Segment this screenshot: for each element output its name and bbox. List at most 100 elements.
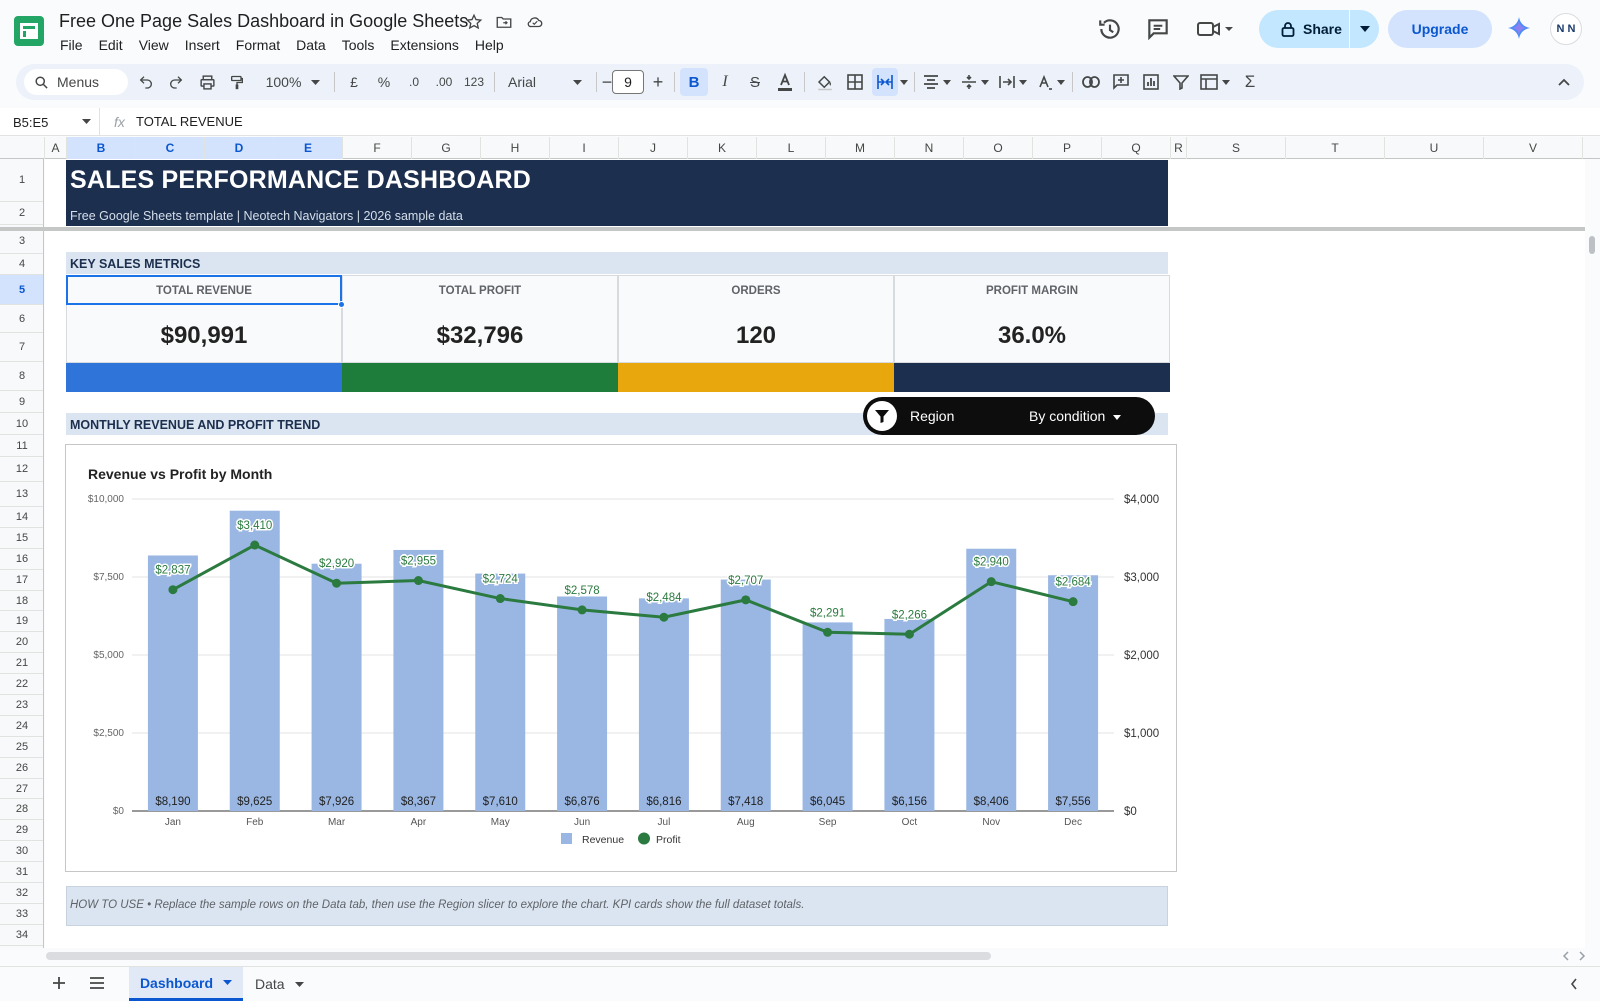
row-header-12[interactable]: 12 <box>0 457 43 482</box>
row-header-2[interactable]: 2 <box>0 202 43 225</box>
merge-cells-icon[interactable] <box>872 68 898 96</box>
column-header-m[interactable]: M <box>826 137 895 159</box>
bold-icon[interactable]: B <box>680 68 708 96</box>
row-header-17[interactable]: 17 <box>0 570 43 591</box>
column-header-g[interactable]: G <box>412 137 481 159</box>
column-header-v[interactable]: V <box>1484 137 1583 159</box>
column-header-h[interactable]: H <box>481 137 550 159</box>
row-header-5[interactable]: 5 <box>0 275 43 305</box>
collapse-toolbar-icon[interactable] <box>1552 64 1576 100</box>
search-menus-button[interactable]: Menus <box>24 69 128 95</box>
italic-icon[interactable]: I <box>722 73 728 90</box>
row-header-9[interactable]: 9 <box>0 391 43 413</box>
fill-color-icon[interactable] <box>812 64 838 100</box>
row-header-4[interactable]: 4 <box>0 254 43 275</box>
kpi-card-revenue[interactable]: TOTAL REVENUE $90,991 <box>66 275 342 363</box>
column-header-e[interactable]: E <box>274 137 343 159</box>
row-header-34[interactable]: 34 <box>0 925 43 946</box>
upgrade-button[interactable]: Upgrade <box>1388 10 1492 48</box>
font-size-input[interactable]: 9 <box>612 70 644 94</box>
sheet-tab-data[interactable]: Data <box>255 967 317 1001</box>
document-title[interactable]: Free One Page Sales Dashboard in Google … <box>59 11 469 31</box>
text-wrapping-icon[interactable] <box>996 64 1030 100</box>
row-header-25[interactable]: 25 <box>0 737 43 758</box>
row-header-24[interactable]: 24 <box>0 716 43 737</box>
row-header-10[interactable]: 10 <box>0 413 43 435</box>
horizontal-scrollbar[interactable] <box>46 952 991 960</box>
redo-icon[interactable] <box>164 64 188 100</box>
menu-file[interactable]: File <box>60 37 83 53</box>
menu-extensions[interactable]: Extensions <box>390 37 459 53</box>
slicer-condition-dropdown[interactable]: By condition <box>1029 408 1122 424</box>
version-history-icon[interactable] <box>1097 16 1123 42</box>
column-header-j[interactable]: J <box>619 137 688 159</box>
share-dropdown-icon[interactable] <box>1350 10 1379 48</box>
comments-icon[interactable] <box>1145 16 1171 42</box>
undo-icon[interactable] <box>134 64 158 100</box>
cell-selection-outline[interactable] <box>66 275 342 305</box>
kpi-card-orders[interactable]: ORDERS 120 <box>618 275 894 363</box>
filter-views-icon[interactable] <box>1198 64 1232 100</box>
text-color-icon[interactable] <box>772 64 798 100</box>
column-header-t[interactable]: T <box>1286 137 1385 159</box>
row-header-23[interactable]: 23 <box>0 695 43 716</box>
gemini-icon[interactable] <box>1507 16 1531 40</box>
row-header-27[interactable]: 27 <box>0 779 43 799</box>
kpi-card-margin[interactable]: PROFIT MARGIN 36.0% <box>894 275 1170 363</box>
zoom-select[interactable]: 100% <box>258 64 328 100</box>
column-header-l[interactable]: L <box>757 137 826 159</box>
name-box[interactable]: B5:E5 <box>0 108 100 136</box>
row-header-22[interactable]: 22 <box>0 674 43 695</box>
increase-font-size-icon[interactable]: + <box>652 71 664 92</box>
paint-format-icon[interactable] <box>224 64 250 100</box>
side-panel-collapse-icon[interactable] <box>1570 978 1578 990</box>
row-header-20[interactable]: 20 <box>0 632 43 653</box>
vertical-scrollbar[interactable] <box>1589 236 1595 254</box>
column-header-k[interactable]: K <box>688 137 757 159</box>
column-header-u[interactable]: U <box>1385 137 1484 159</box>
row-header-8[interactable]: 8 <box>0 362 43 391</box>
column-header-n[interactable]: N <box>895 137 964 159</box>
row-header-3[interactable]: 3 <box>0 229 43 254</box>
column-header-r[interactable]: R <box>1171 137 1187 159</box>
insert-link-icon[interactable] <box>1078 64 1104 100</box>
column-header-b[interactable]: B <box>67 137 136 159</box>
row-header-13[interactable]: 13 <box>0 482 43 507</box>
format-currency-button[interactable]: £ <box>350 74 358 90</box>
frozen-rows-divider[interactable] <box>0 227 1585 231</box>
all-sheets-icon[interactable] <box>89 977 105 989</box>
revenue-profit-chart[interactable]: Revenue vs Profit by Month $0 $2,500 $5,000… <box>65 444 1177 872</box>
more-formats-button[interactable]: 123 <box>463 75 485 89</box>
column-header-d[interactable]: D <box>205 137 274 159</box>
column-header-s[interactable]: S <box>1187 137 1286 159</box>
decrease-decimals-button[interactable]: .0 <box>400 64 428 100</box>
decrease-font-size-icon[interactable]: − <box>601 71 613 92</box>
row-header-14[interactable]: 14 <box>0 507 43 528</box>
borders-icon[interactable] <box>842 64 868 100</box>
menu-help[interactable]: Help <box>474 37 504 53</box>
format-percent-button[interactable]: % <box>377 74 391 90</box>
row-header-15[interactable]: 15 <box>0 528 43 549</box>
menu-insert[interactable]: Insert <box>184 37 220 53</box>
row-header-21[interactable]: 21 <box>0 653 43 674</box>
merge-dropdown-icon[interactable] <box>898 64 910 100</box>
strikethrough-icon[interactable]: S <box>749 73 760 91</box>
text-rotation-icon[interactable] <box>1034 64 1068 100</box>
column-header-o[interactable]: O <box>964 137 1033 159</box>
column-header-q[interactable]: Q <box>1102 137 1171 159</box>
column-header-i[interactable]: I <box>550 137 619 159</box>
meet-video-icon[interactable] <box>1196 16 1236 42</box>
functions-icon[interactable]: Σ <box>1244 72 1256 91</box>
row-header-19[interactable]: 19 <box>0 611 43 632</box>
row-header-18[interactable]: 18 <box>0 591 43 611</box>
add-sheet-icon[interactable] <box>52 976 66 990</box>
region-slicer[interactable]: Region By condition <box>863 397 1155 435</box>
row-header-30[interactable]: 30 <box>0 841 43 862</box>
menu-view[interactable]: View <box>138 37 169 53</box>
select-all-corner[interactable] <box>0 137 45 159</box>
row-header-32[interactable]: 32 <box>0 883 43 904</box>
row-header-7[interactable]: 7 <box>0 333 43 362</box>
scroll-left-icon[interactable] <box>1562 951 1570 961</box>
share-button[interactable]: Share <box>1259 10 1379 48</box>
selection-drag-handle[interactable] <box>338 301 345 308</box>
